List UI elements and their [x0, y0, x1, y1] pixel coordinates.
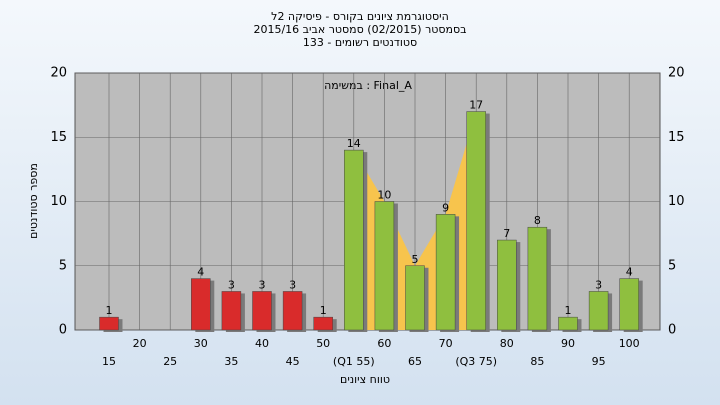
- data-label: 1: [565, 304, 572, 317]
- data-label: 14: [347, 137, 361, 150]
- y-tick-label: 15: [668, 130, 685, 145]
- data-label: 4: [626, 266, 633, 279]
- x-tick-label: 95: [592, 355, 606, 368]
- x-axis-label: טווח ציונים: [340, 373, 390, 386]
- x-tick-label: 100: [619, 337, 640, 350]
- data-label: 1: [106, 304, 113, 317]
- bar: [405, 265, 425, 331]
- bar: [221, 291, 242, 331]
- data-label: 17: [469, 99, 483, 112]
- bar: [252, 291, 272, 331]
- data-label: 8: [534, 214, 541, 227]
- y-tick-label: 10: [668, 194, 685, 209]
- data-label: 7: [503, 227, 510, 240]
- y-tick-label: 0: [59, 323, 67, 338]
- bar: [497, 239, 517, 331]
- bar: [374, 201, 395, 331]
- data-label: 3: [259, 278, 266, 291]
- bar: [558, 316, 578, 331]
- bar: [313, 316, 333, 331]
- y-tick-label: 10: [50, 194, 67, 209]
- bar: [619, 278, 639, 331]
- x-tick-label: (Q3 75): [455, 355, 497, 368]
- x-tick-label: 35: [224, 355, 238, 368]
- data-label: 9: [442, 201, 449, 214]
- y-tick-label: 5: [59, 258, 67, 273]
- y-tick-label: 15: [50, 130, 67, 145]
- bar: [588, 291, 609, 331]
- bar: [282, 291, 303, 331]
- bar: [527, 226, 548, 331]
- data-label: 3: [289, 278, 296, 291]
- x-tick-label: 60: [377, 337, 391, 350]
- bar: [99, 316, 119, 331]
- bar: [191, 278, 211, 331]
- chart-title: היסטוגרמת ציונים בקורס - פיסיקה 2ל: [271, 10, 449, 23]
- data-label: 3: [595, 278, 602, 291]
- y-axis-label: מספר סטודנטים: [27, 163, 40, 239]
- x-tick-label: 65: [408, 355, 422, 368]
- bar: [344, 149, 364, 331]
- data-label: 1: [320, 304, 327, 317]
- annotation: במשימה : Final_A: [324, 79, 412, 92]
- chart-subtitle: סטודנטים רשומים - 133: [303, 36, 417, 49]
- x-tick-label: 25: [163, 355, 177, 368]
- data-label: 3: [228, 278, 235, 291]
- data-label: 4: [197, 266, 204, 279]
- x-tick-label: 70: [439, 337, 453, 350]
- data-label: 5: [412, 253, 419, 266]
- data-label: 10: [377, 189, 391, 202]
- chart-subtitle: בסמסטר (02/2015) סמסטר אביב 2015/16: [253, 23, 466, 36]
- bar: [435, 214, 456, 331]
- x-tick-label: 50: [316, 337, 330, 350]
- x-tick-label: 45: [286, 355, 300, 368]
- x-tick-label: 90: [561, 337, 575, 350]
- y-tick-label: 20: [668, 66, 685, 81]
- bar: [466, 111, 486, 331]
- y-tick-label: 0: [668, 323, 676, 338]
- x-tick-label: 85: [530, 355, 544, 368]
- x-tick-label: 20: [133, 337, 147, 350]
- x-tick-label: 80: [500, 337, 514, 350]
- x-tick-label: 30: [194, 337, 208, 350]
- x-tick-label: 15: [102, 355, 116, 368]
- y-tick-label: 5: [668, 258, 676, 273]
- y-tick-label: 20: [50, 66, 67, 81]
- x-tick-label: (Q1 55): [333, 355, 375, 368]
- x-tick-label: 40: [255, 337, 269, 350]
